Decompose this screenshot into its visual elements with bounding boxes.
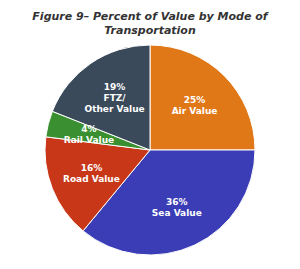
- svg-text:4%Rail Value: 4%Rail Value: [64, 124, 114, 145]
- svg-text:19%FTZ/Other Value: 19%FTZ/Other Value: [84, 82, 144, 114]
- svg-text:25%Air Value: 25%Air Value: [172, 95, 218, 116]
- svg-text:36%Sea Value: 36%Sea Value: [152, 197, 202, 218]
- html-text:Figure 9– Percent of Value by: Figure 9– Percent of Value by Mode of Tr…: [32, 10, 268, 37]
- svg-text:16%Road Value: 16%Road Value: [63, 163, 120, 184]
